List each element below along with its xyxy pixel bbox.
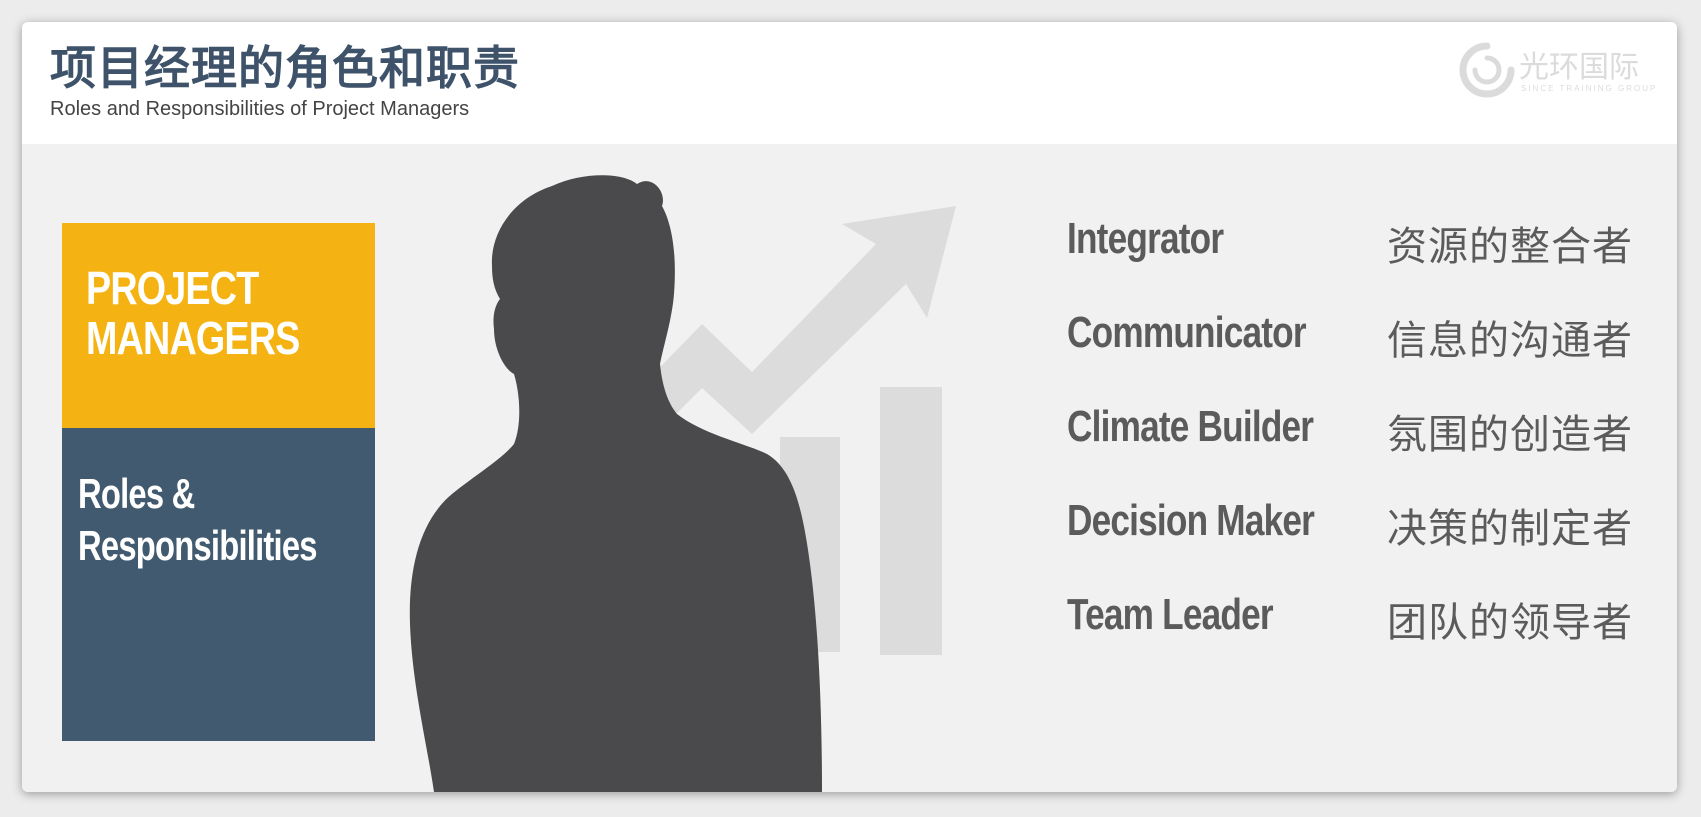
logo-subtext: SINCE TRAINING GROUP (1521, 84, 1658, 93)
role-name-en: Climate Builder (1067, 402, 1314, 451)
role-name-en: Team Leader (1067, 590, 1274, 639)
role-row: Team Leader 团队的领导者 (1067, 590, 1647, 684)
role-row: Climate Builder 氛围的创造者 (1067, 402, 1647, 496)
logo-text: 光环国际 (1519, 50, 1639, 85)
slide-title-zh: 项目经理的角色和职责 (50, 41, 520, 95)
role-name-zh: 氛围的创造者 (1387, 412, 1633, 458)
swirl-logo-icon (1459, 42, 1515, 98)
role-name-zh: 资源的整合者 (1387, 224, 1633, 270)
role-name-en: Decision Maker (1067, 496, 1315, 545)
card-subtitle: Roles & Responsibilities (78, 470, 318, 569)
growth-bar-tall (880, 387, 942, 655)
growth-chart-arrow-icon (632, 206, 956, 436)
project-managers-card: PROJECT MANAGERS Roles & Responsibilitie… (62, 223, 375, 741)
illustration (409, 175, 956, 792)
role-row: Communicator 信息的沟通者 (1067, 308, 1647, 402)
role-name-zh: 信息的沟通者 (1387, 318, 1633, 364)
brand-logo: 光环国际 SINCE TRAINING GROUP (1457, 34, 1655, 106)
person-silhouette (409, 175, 822, 792)
card-top-panel: PROJECT MANAGERS (62, 223, 375, 428)
card-title: PROJECT MANAGERS (86, 262, 300, 364)
role-name-zh: 团队的领导者 (1387, 600, 1633, 646)
roles-list: Integrator 资源的整合者 Communicator 信息的沟通者 Cl… (1067, 214, 1647, 684)
slide-title-en: Roles and Responsibilities of Project Ma… (50, 98, 470, 120)
role-row: Decision Maker 决策的制定者 (1067, 496, 1647, 590)
slide-body: PROJECT MANAGERS Roles & Responsibilitie… (22, 144, 1677, 792)
slide-header: 项目经理的角色和职责 Roles and Responsibilities of… (22, 22, 1677, 144)
card-bottom-panel: Roles & Responsibilities (62, 428, 375, 741)
role-name-en: Communicator (1067, 308, 1307, 357)
presentation-slide: 项目经理的角色和职责 Roles and Responsibilities of… (22, 22, 1677, 792)
role-name-en: Integrator (1067, 214, 1224, 263)
role-row: Integrator 资源的整合者 (1067, 214, 1647, 308)
role-name-zh: 决策的制定者 (1387, 506, 1633, 552)
